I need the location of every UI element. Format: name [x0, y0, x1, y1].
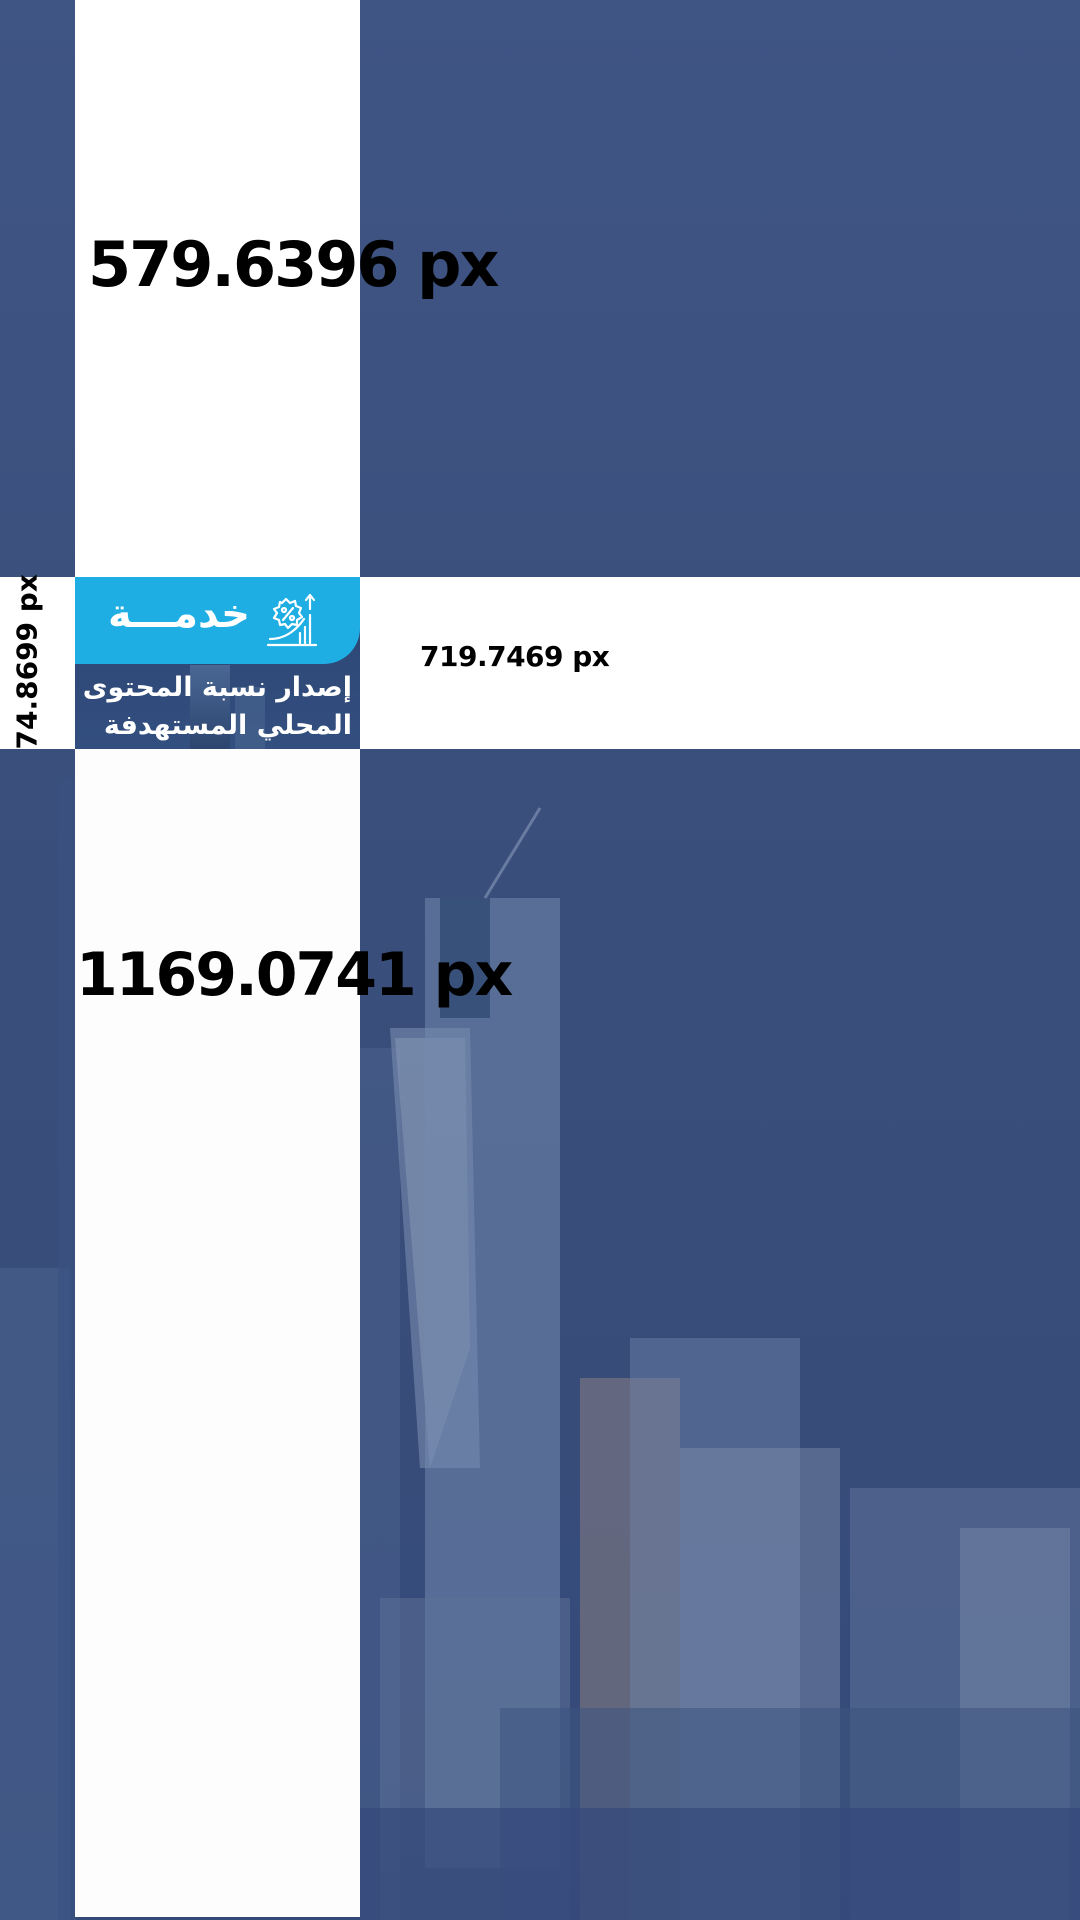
bottom-measure-column	[75, 749, 360, 1917]
bottom-column-height-label: 1169.0741 px	[76, 940, 513, 1010]
band-width-label: 719.7469 px	[420, 640, 610, 673]
service-title: إصدار نسبة المحتوى المحلي المستهدفة	[82, 672, 352, 741]
percent-growth-chart-icon	[266, 593, 318, 647]
band-height-label: 74.8699 px	[10, 574, 44, 750]
top-column-height-label: 579.6396 px	[88, 228, 499, 301]
service-badge-label: خدمـــة	[108, 591, 250, 637]
card-background-building	[235, 687, 265, 749]
service-card[interactable]: خدمـــة إصدار نسبة المحتوى المحلي المسته…	[75, 577, 360, 749]
top-measure-column	[75, 0, 360, 577]
right-measure-band	[360, 577, 1080, 749]
card-background-building	[190, 665, 230, 749]
left-measure-band	[0, 577, 75, 749]
service-badge: خدمـــة	[75, 577, 360, 664]
